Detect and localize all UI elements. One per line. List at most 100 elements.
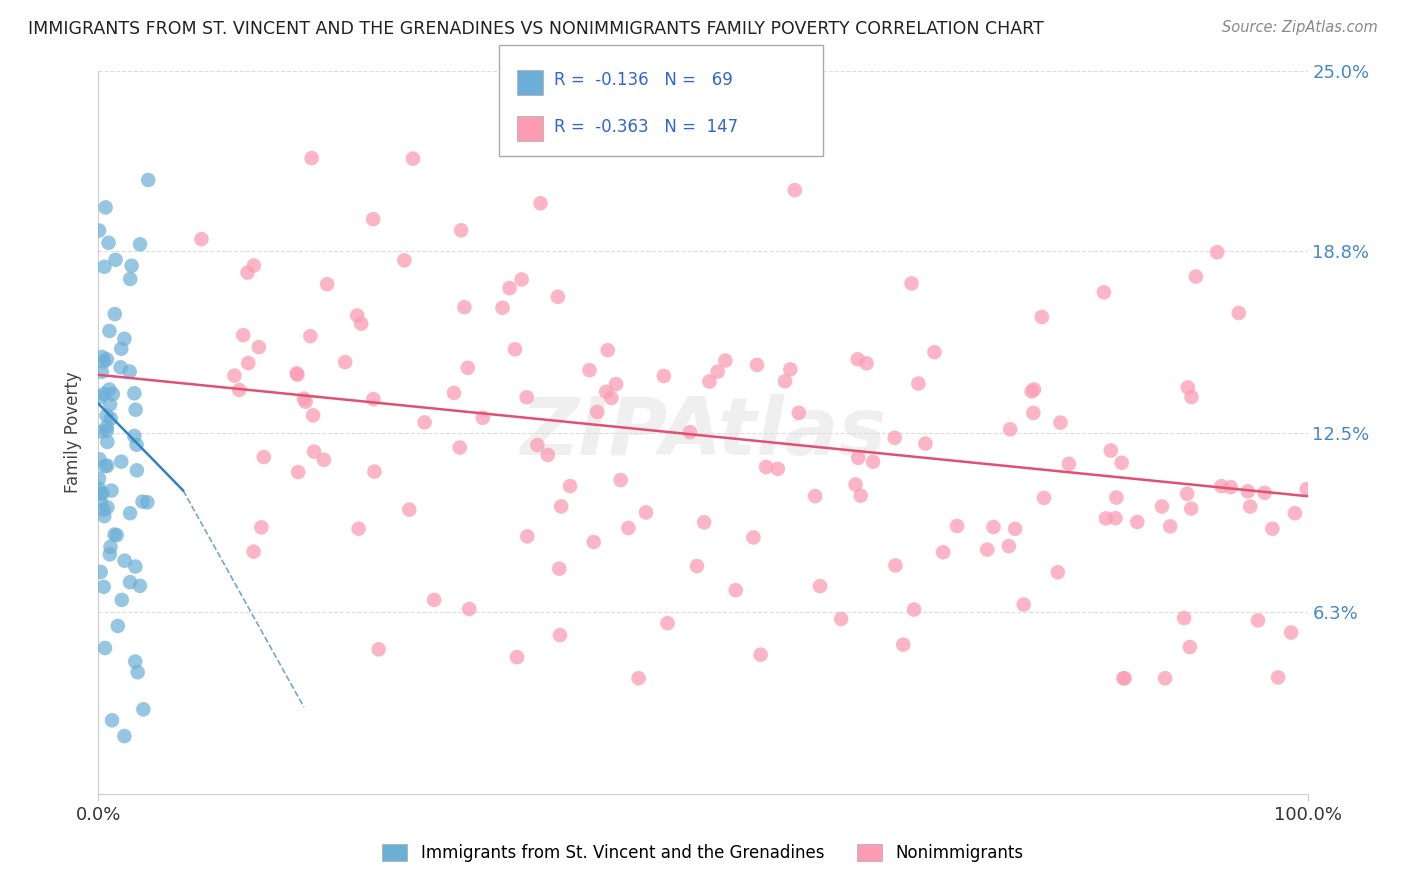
Point [90, 365, 112, 379]
Point [1022, 383, 1045, 397]
Point [90, 425, 112, 439]
Legend: Immigrants from St. Vincent and the Grenadines, Nonimmigrants: Immigrants from St. Vincent and the Gren… [375, 837, 1031, 869]
Point [89, 482, 111, 496]
Point [1239, 500, 1261, 514]
Point [120, 272, 142, 286]
Point [1004, 522, 1026, 536]
Point [335, 355, 357, 369]
Point [503, 343, 526, 357]
Point [453, 300, 475, 314]
Point [1031, 310, 1053, 324]
Y-axis label: Family Poverty: Family Poverty [65, 372, 83, 493]
Point [506, 650, 529, 665]
Point [100, 411, 122, 425]
Point [884, 558, 907, 573]
Point [93, 387, 115, 401]
Point [125, 463, 148, 477]
Point [742, 531, 765, 545]
Point [745, 358, 768, 372]
Point [124, 655, 146, 669]
Point [1211, 479, 1233, 493]
Point [398, 502, 420, 516]
Point [693, 515, 716, 529]
Point [413, 416, 436, 430]
Point [443, 385, 465, 400]
Point [679, 425, 702, 440]
Point [347, 522, 370, 536]
Point [1219, 480, 1241, 494]
Point [516, 390, 538, 404]
Point [558, 479, 581, 493]
Point [779, 362, 801, 376]
Point [657, 616, 679, 631]
Point [547, 290, 569, 304]
Point [96, 409, 118, 423]
Point [846, 352, 869, 367]
Point [129, 237, 152, 252]
Point [90, 486, 112, 500]
Point [450, 223, 472, 237]
Point [287, 368, 309, 382]
Point [846, 450, 869, 465]
Point [932, 545, 955, 559]
Point [516, 529, 538, 543]
Point [129, 579, 152, 593]
Point [402, 152, 425, 166]
Point [1173, 611, 1195, 625]
Point [242, 544, 264, 558]
Point [91, 486, 114, 500]
Text: Source: ZipAtlas.com: Source: ZipAtlas.com [1222, 20, 1378, 35]
Point [1112, 671, 1135, 685]
Text: IMMIGRANTS FROM ST. VINCENT AND THE GRENADINES VS NONIMMIGRANTS FAMILY POVERTY C: IMMIGRANTS FROM ST. VINCENT AND THE GREN… [28, 20, 1043, 37]
Point [232, 328, 254, 343]
Point [1114, 671, 1136, 685]
Point [423, 593, 446, 607]
Point [903, 602, 925, 616]
Point [1095, 511, 1118, 525]
Point [1261, 522, 1284, 536]
Point [361, 212, 384, 227]
Point [124, 402, 146, 417]
Point [787, 406, 810, 420]
Point [449, 441, 471, 455]
Point [132, 702, 155, 716]
Point [458, 602, 481, 616]
Point [101, 713, 124, 727]
Point [98, 397, 121, 411]
Point [596, 343, 619, 358]
Point [1178, 640, 1201, 654]
Point [548, 628, 571, 642]
Point [510, 272, 533, 286]
Point [131, 494, 153, 508]
Point [1227, 306, 1250, 320]
Point [124, 559, 146, 574]
Point [100, 483, 122, 498]
Point [127, 665, 149, 680]
Point [1206, 245, 1229, 260]
Point [96, 419, 118, 434]
Point [595, 384, 617, 399]
Point [1180, 390, 1202, 404]
Point [243, 259, 266, 273]
Point [105, 528, 128, 542]
Point [111, 593, 134, 607]
Point [983, 520, 1005, 534]
Point [367, 642, 389, 657]
Point [724, 583, 747, 598]
Point [1180, 501, 1202, 516]
Point [110, 455, 132, 469]
Point [844, 477, 866, 491]
Point [107, 619, 129, 633]
Point [190, 232, 212, 246]
Point [1012, 598, 1035, 612]
Point [87, 223, 110, 237]
Point [627, 671, 650, 685]
Point [998, 422, 1021, 436]
Point [634, 505, 657, 519]
Point [312, 453, 335, 467]
Point [90, 495, 112, 509]
Point [316, 277, 339, 292]
Point [1021, 384, 1043, 399]
Point [609, 473, 631, 487]
Point [346, 309, 368, 323]
